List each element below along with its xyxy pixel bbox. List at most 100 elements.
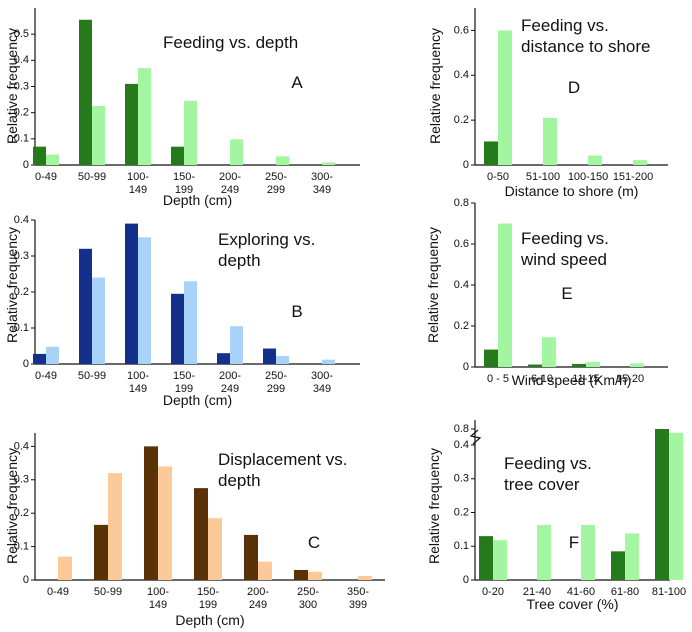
bar-e-s2-c3 bbox=[586, 361, 600, 367]
x-tick-label: 50-99 bbox=[78, 370, 106, 382]
y-tick-label: 0 bbox=[23, 574, 29, 586]
y-tick-label: 0.2 bbox=[454, 320, 469, 332]
y-tick-label: 0.5 bbox=[14, 28, 29, 40]
bar-c-s2-c7 bbox=[358, 575, 372, 580]
bar-f-s1-c1 bbox=[479, 536, 493, 580]
y-tick-label: 0.2 bbox=[454, 506, 469, 518]
chart-title: Feeding vs. depth bbox=[163, 33, 298, 52]
bar-e-s2-c2 bbox=[542, 337, 556, 367]
bar-b-s2-c4 bbox=[184, 281, 197, 364]
bar-b-s1-c4 bbox=[171, 293, 184, 364]
bar-f-s2-c4 bbox=[625, 533, 639, 580]
chart-title: Exploring vs. depth bbox=[218, 230, 315, 270]
chart-title: Feeding vs. tree cover bbox=[504, 454, 592, 494]
bar-a-s1-c4 bbox=[171, 146, 184, 165]
bar-d-s2-c3 bbox=[588, 155, 602, 165]
x-tick-label: 0-49 bbox=[35, 171, 57, 183]
y-tick-label: 0 bbox=[463, 361, 469, 373]
x-tick-label: 200-249 bbox=[219, 171, 241, 196]
y-axis-label: Relative frequency bbox=[4, 227, 20, 343]
y-tick-label: 0.3 bbox=[14, 474, 29, 486]
bar-a-s1-c1 bbox=[33, 146, 46, 165]
x-tick-label: 21-40 bbox=[523, 586, 551, 598]
y-axis-label: Relative frequency bbox=[426, 448, 442, 564]
y-axis-label: Relative frequency bbox=[425, 227, 441, 343]
bar-a-s2-c5 bbox=[230, 139, 243, 165]
bar-b-s1-c5 bbox=[217, 353, 230, 364]
y-tick-label: 0.4 bbox=[14, 54, 29, 66]
y-axis-label: Relative frequency bbox=[427, 28, 443, 144]
x-tick-label: 50-99 bbox=[94, 586, 122, 598]
bar-d-s2-c2 bbox=[543, 117, 557, 165]
y-tick-label: 0 bbox=[23, 159, 29, 171]
x-axis-label: Wind speed (Km/h) bbox=[512, 372, 632, 388]
bar-e-s1-c3 bbox=[572, 363, 586, 367]
y-tick-label: 0.1 bbox=[454, 540, 469, 552]
y-tick-label: 0.8 bbox=[454, 197, 469, 209]
x-tick-label: 50-99 bbox=[78, 171, 106, 183]
y-tick-label: 0.1 bbox=[14, 540, 29, 552]
panel-letter: D bbox=[568, 78, 580, 97]
y-tick-label: 0.4 bbox=[454, 279, 469, 291]
y-tick-label: 0.3 bbox=[454, 473, 469, 485]
y-tick-label: 0.4 bbox=[14, 214, 29, 226]
x-tick-label: 150-199 bbox=[173, 171, 195, 196]
axis-break-mark bbox=[469, 429, 482, 445]
bar-b-s1-c1 bbox=[33, 353, 46, 364]
bar-f-s2-c1 bbox=[493, 540, 507, 580]
y-tick-label: 0 bbox=[463, 159, 469, 171]
x-tick-label: 250-300 bbox=[297, 586, 319, 611]
bar-c-s2-c3 bbox=[158, 466, 172, 580]
bar-b-s2-c5 bbox=[230, 326, 243, 364]
x-tick-label: 300-349 bbox=[311, 171, 333, 196]
bar-c-s1-c3 bbox=[144, 446, 158, 580]
x-tick-label: 151-200 bbox=[613, 171, 653, 183]
y-tick-label: 0.3 bbox=[14, 80, 29, 92]
bar-f-s1-c5 bbox=[655, 429, 669, 580]
panel-letter: E bbox=[561, 284, 572, 303]
bar-e-s1-c1 bbox=[484, 349, 498, 367]
x-tick-label: 81-100 bbox=[652, 586, 686, 598]
bar-b-s1-c6 bbox=[263, 348, 276, 364]
y-tick-label: 0.6 bbox=[454, 24, 469, 36]
bar-a-s2-c4 bbox=[184, 100, 197, 165]
bar-c-s2-c6 bbox=[308, 571, 322, 580]
x-tick-label: 0-20 bbox=[482, 586, 504, 598]
bar-b-s1-c3 bbox=[125, 223, 138, 364]
x-tick-label: 0-49 bbox=[35, 370, 57, 382]
y-tick-label: 0.6 bbox=[454, 238, 469, 250]
x-tick-label: 11-15 bbox=[572, 373, 599, 385]
bar-a-s2-c7 bbox=[322, 162, 335, 165]
x-axis-label: Depth (cm) bbox=[163, 392, 232, 408]
bar-a-s2-c1 bbox=[46, 154, 59, 165]
bar-b-s2-c6 bbox=[276, 356, 289, 364]
x-axis-label: Tree cover (%) bbox=[526, 596, 618, 612]
x-tick-label: 0 - 5 bbox=[487, 373, 509, 385]
bar-c-s2-c1 bbox=[58, 556, 72, 580]
chart-panel-b: 0 0.1 0.2 0.3 0.4 0-49 50-99 100-149 150-199 200-… bbox=[4, 214, 360, 408]
x-tick-label: 150-199 bbox=[173, 370, 195, 395]
bar-d-s2-c1 bbox=[498, 30, 512, 165]
chart-title: Feeding vs. wind speed bbox=[520, 229, 609, 269]
chart-title: Displacement vs. depth bbox=[218, 450, 347, 490]
x-tick-label: 41-60 bbox=[567, 586, 595, 598]
bar-a-s1-c2 bbox=[79, 19, 92, 166]
bar-b-s2-c2 bbox=[92, 277, 105, 364]
y-tick-label: 0.2 bbox=[14, 107, 29, 119]
y-tick-label: 0 bbox=[23, 358, 29, 370]
y-tick-label: 0.4 bbox=[454, 69, 469, 81]
bar-f-s2-c5 bbox=[669, 432, 683, 580]
panel-letter: F bbox=[569, 533, 579, 552]
chart-panel-f: 0 0.1 0.2 0.3 0.4 0.8 0-20 21-40 41-60 61-80 81-10… bbox=[426, 420, 686, 612]
bar-c-s2-c5 bbox=[258, 561, 272, 580]
x-tick-label: 0-50 bbox=[487, 171, 509, 183]
y-tick-label: 0 bbox=[463, 574, 469, 586]
y-tick-label: 0.2 bbox=[14, 286, 29, 298]
bar-b-s2-c1 bbox=[46, 346, 59, 364]
x-tick-label: 200-249 bbox=[247, 586, 269, 611]
y-tick-label: 0.1 bbox=[14, 133, 29, 145]
chart-panel-c: 0 0.1 0.2 0.3 0.4 0-49 50-99 100-149 150-199 200-… bbox=[4, 433, 385, 628]
bar-c-s1-c4 bbox=[194, 488, 208, 580]
y-tick-label: 0.4 bbox=[454, 439, 469, 451]
